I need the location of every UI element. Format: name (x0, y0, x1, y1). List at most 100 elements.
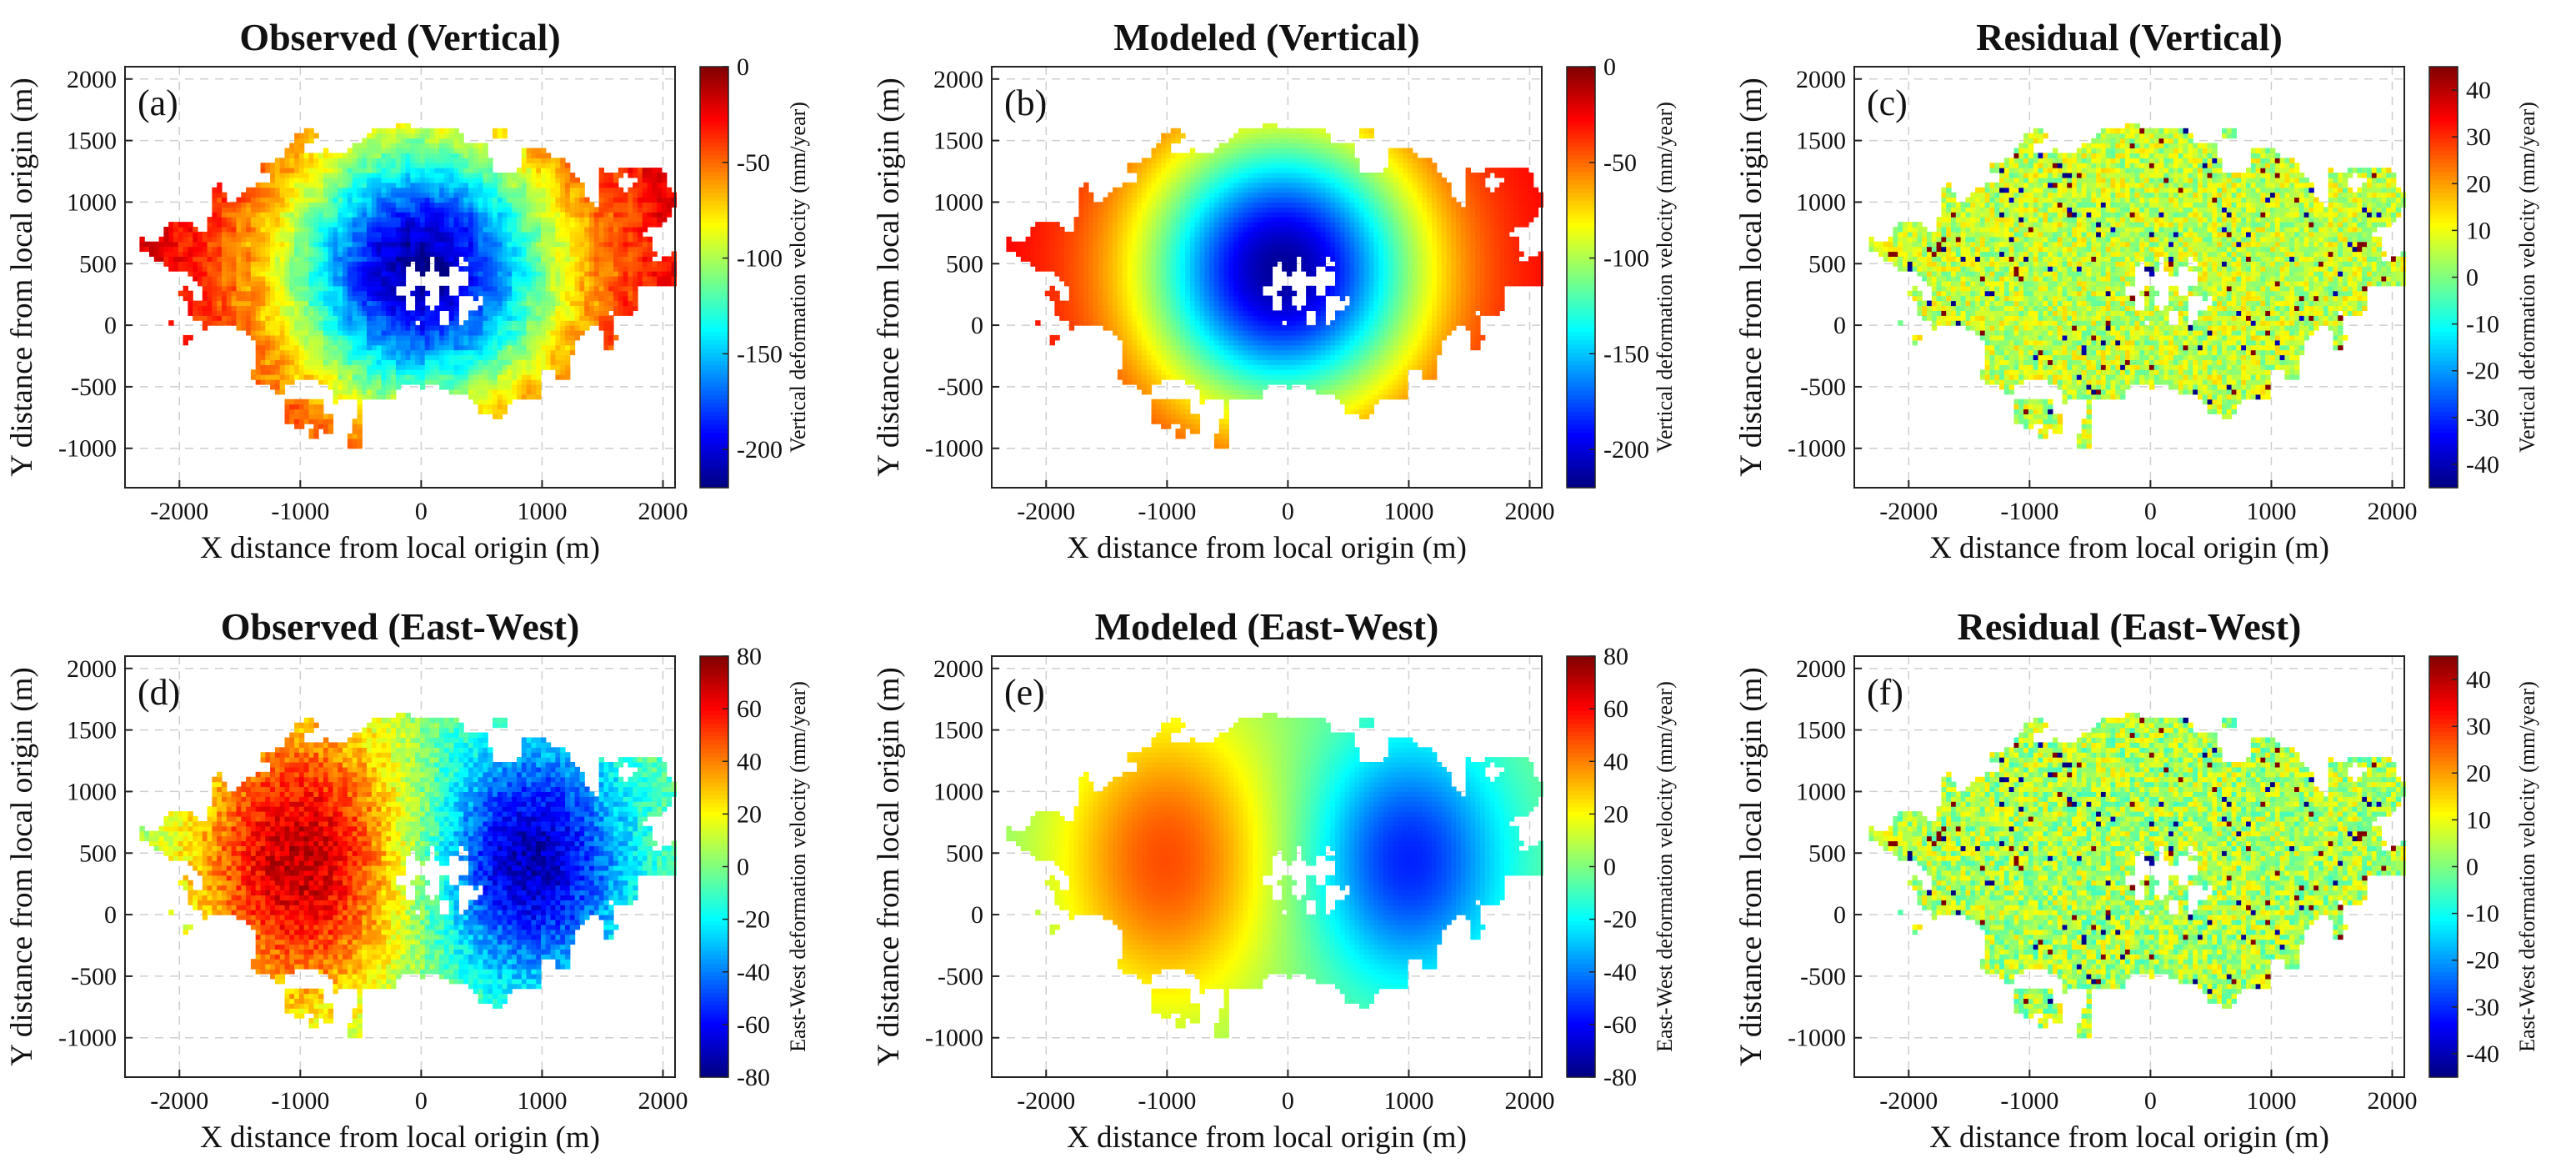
heatmap-cell (313, 133, 318, 139)
heatmap-cell (299, 198, 304, 203)
heatmap-cell (367, 163, 372, 168)
heatmap-cell (299, 404, 304, 410)
heatmap-cell (503, 183, 508, 188)
heatmap-cell (478, 310, 483, 316)
heatmap-cell (468, 163, 473, 168)
heatmap-cell (294, 340, 299, 346)
heatmap-cell (439, 271, 444, 277)
heatmap-cell (232, 276, 237, 282)
heatmap-cell (318, 188, 323, 193)
heatmap-cell (348, 271, 353, 277)
heatmap-cell (439, 202, 444, 208)
heatmap-cell (488, 212, 493, 218)
heatmap-cell (217, 310, 222, 316)
heatmap-cell (410, 291, 415, 297)
heatmap-cell (473, 207, 478, 213)
heatmap-cell (536, 350, 541, 356)
heatmap-cell (362, 379, 367, 385)
heatmap-cell (503, 350, 508, 356)
heatmap-cell (280, 178, 285, 183)
heatmap-cell (463, 173, 468, 178)
heatmap-cell (454, 232, 459, 238)
heatmap-cell (367, 286, 372, 292)
heatmap-cell (212, 198, 217, 203)
heatmap-cell (358, 374, 363, 380)
heatmap-cell (531, 261, 536, 267)
heatmap-cell (222, 266, 227, 272)
heatmap-cell (294, 198, 299, 203)
heatmap-cell (299, 193, 304, 198)
heatmap-cell (285, 256, 290, 262)
heatmap-cell (348, 345, 353, 351)
heatmap-cell (289, 419, 294, 424)
heatmap-cell (299, 207, 304, 213)
heatmap-cell (261, 355, 266, 361)
heatmap-cell (468, 247, 473, 253)
heatmap-cell (333, 168, 338, 173)
heatmap-cell (333, 281, 338, 287)
heatmap-cell (227, 271, 232, 277)
heatmap-cell (434, 247, 439, 253)
heatmap-cell (241, 222, 246, 228)
heatmap-cell (478, 355, 483, 361)
heatmap-cell (338, 178, 343, 183)
heatmap-cell (439, 183, 444, 188)
heatmap-cell (483, 153, 488, 158)
heatmap-cell (313, 291, 318, 297)
heatmap-cell (198, 306, 203, 312)
heatmap-cell (382, 310, 387, 316)
heatmap-cell (367, 315, 372, 321)
heatmap-cell (420, 128, 425, 134)
heatmap-cell (353, 364, 358, 370)
heatmap-cell (348, 286, 353, 292)
heatmap-cell (551, 178, 556, 183)
heatmap-cell (415, 183, 420, 188)
heatmap-cell (555, 364, 560, 370)
heatmap-cell (382, 266, 387, 272)
heatmap-cell (522, 183, 527, 188)
heatmap-cell (256, 198, 261, 203)
heatmap-cell (425, 138, 430, 144)
heatmap-cell (382, 301, 387, 307)
heatmap-cell (439, 193, 444, 198)
heatmap-cell (367, 153, 372, 158)
heatmap-cell (338, 252, 343, 258)
heatmap-cell (328, 153, 333, 158)
heatmap-cell (386, 193, 391, 198)
heatmap-cell (512, 183, 517, 188)
heatmap-cell (546, 340, 551, 346)
heatmap-cell (473, 183, 478, 188)
heatmap-cell (488, 315, 493, 321)
heatmap-cell (149, 252, 154, 258)
heatmap-cell (488, 325, 493, 331)
heatmap-cell (410, 227, 415, 233)
heatmap-cell (498, 232, 503, 238)
heatmap-cell (536, 315, 541, 321)
heatmap-cell (425, 158, 430, 163)
heatmap-cell (517, 340, 522, 346)
heatmap-cell (410, 237, 415, 243)
heatmap-cell (560, 359, 565, 365)
heatmap-cell (212, 281, 217, 287)
heatmap-cell (498, 306, 503, 312)
heatmap-cell (265, 193, 270, 198)
heatmap-cell (391, 389, 396, 395)
heatmap-cell (309, 419, 314, 424)
heatmap-cell (304, 212, 309, 218)
heatmap-cell (439, 138, 444, 144)
heatmap-cell (439, 158, 444, 163)
heatmap-cell (353, 178, 358, 183)
heatmap-cell (318, 173, 323, 178)
heatmap-cell (241, 320, 246, 326)
heatmap-cell (551, 188, 556, 193)
heatmap-cell (488, 163, 493, 168)
heatmap-cell (203, 286, 208, 292)
heatmap-cell (270, 266, 275, 272)
heatmap-cell (333, 325, 338, 331)
heatmap-cell (289, 330, 294, 336)
heatmap-cell (527, 178, 532, 183)
heatmap-cell (488, 217, 493, 223)
heatmap-cell (208, 242, 213, 248)
heatmap-cell (527, 158, 532, 163)
heatmap-cell (333, 178, 338, 183)
